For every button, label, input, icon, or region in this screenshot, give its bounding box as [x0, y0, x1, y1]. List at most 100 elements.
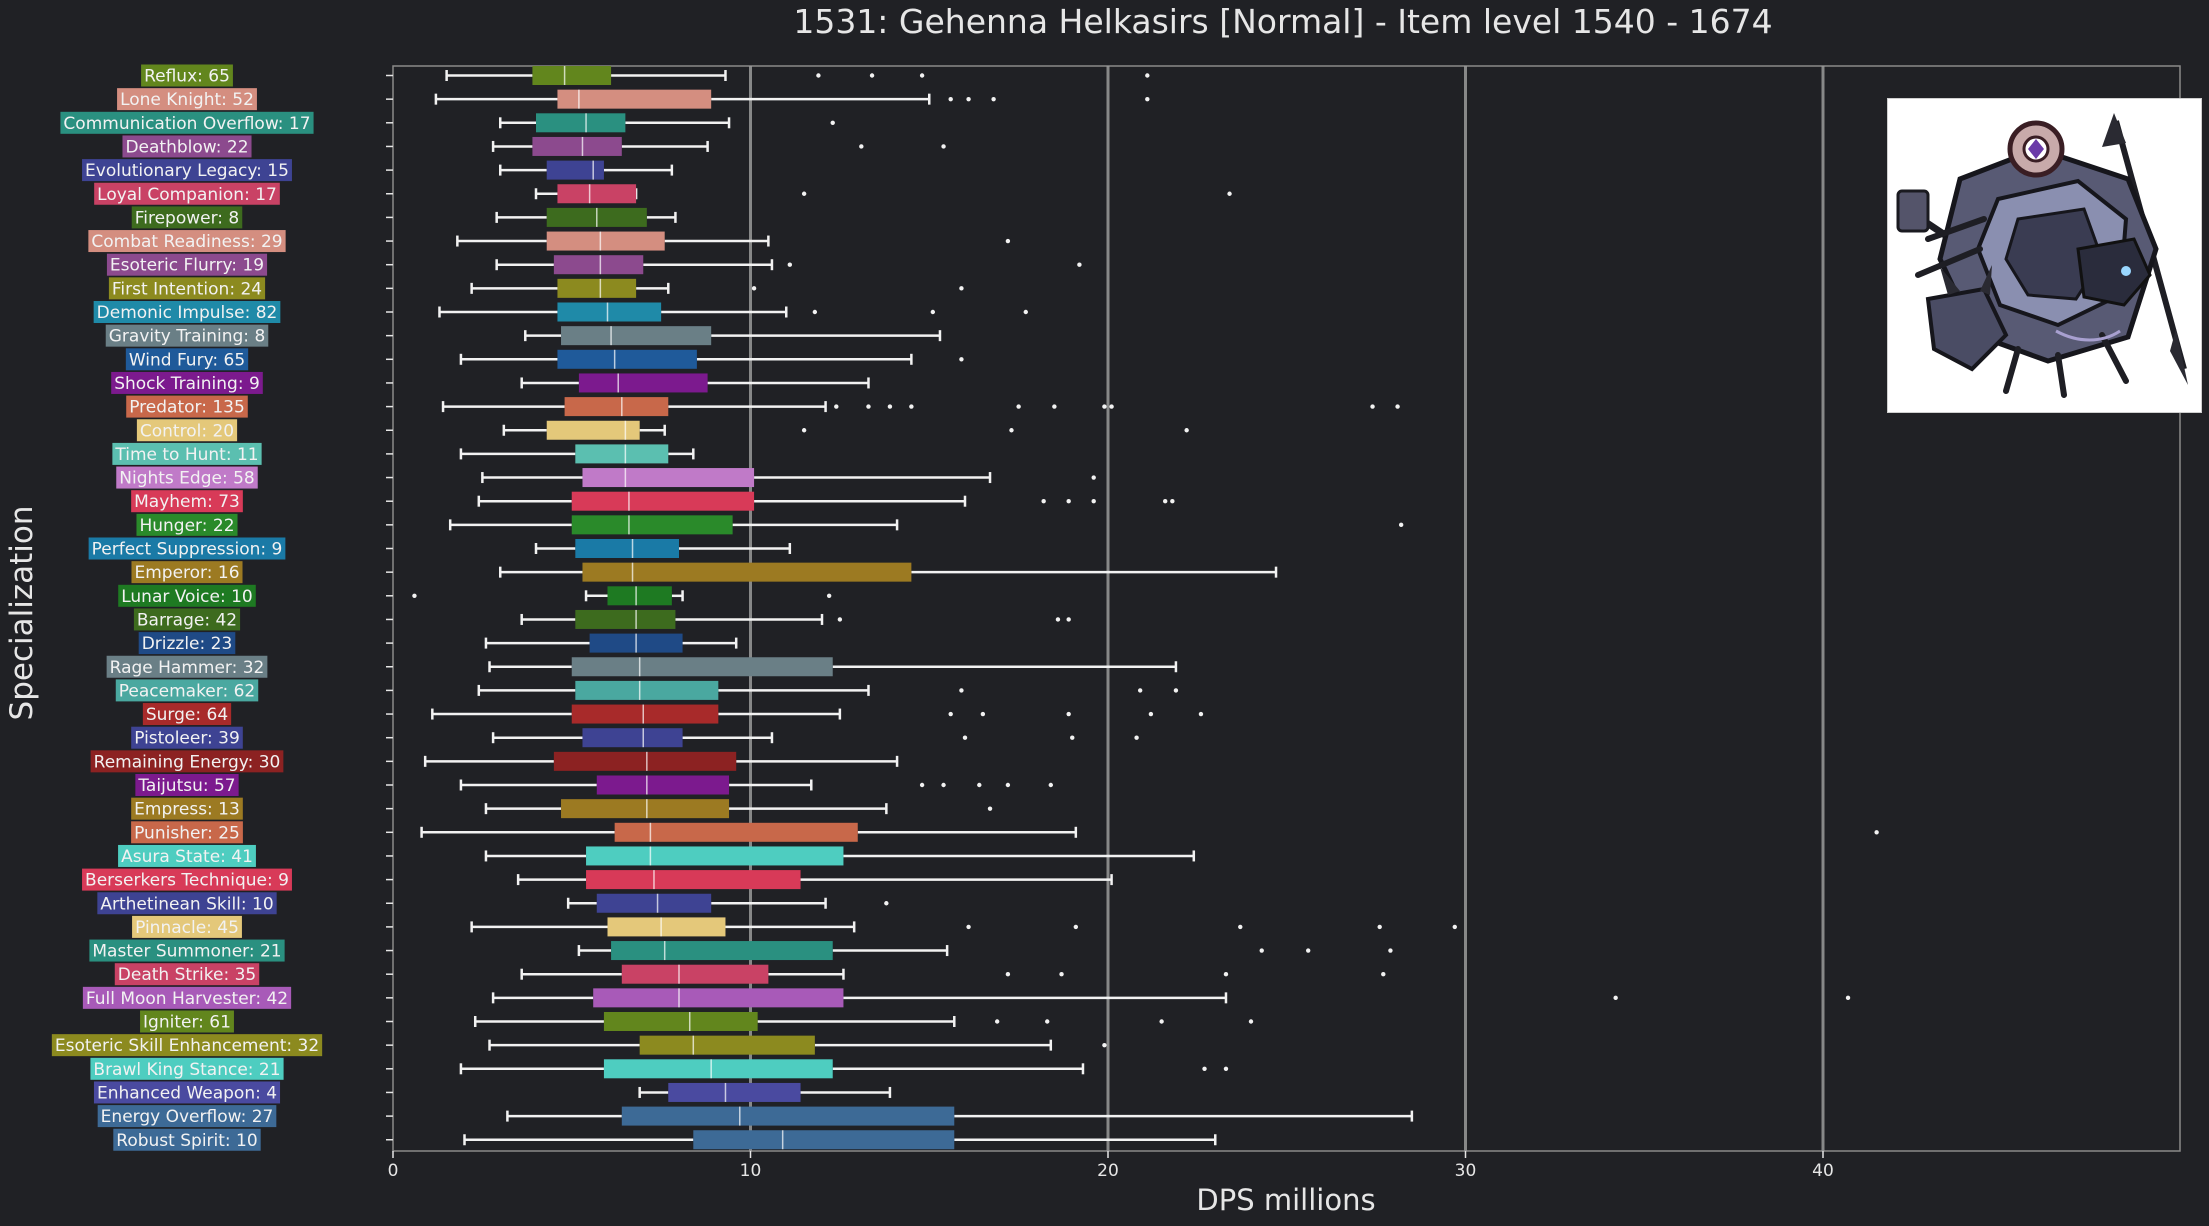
category-label-bg [118, 844, 256, 867]
outlier-point [1102, 1042, 1107, 1048]
outlier-point [1198, 711, 1204, 717]
category-label-bg [131, 490, 243, 513]
box-row [386, 870, 1113, 890]
outlier-point [1370, 404, 1375, 409]
category-label: Rage Hammer: 32 [110, 658, 265, 678]
outlier-point [1041, 499, 1046, 504]
category-label-bg [106, 253, 268, 276]
outlier-point [1227, 191, 1232, 196]
box-row [386, 539, 792, 558]
outlier-point [1005, 238, 1011, 244]
category-label-bg [118, 584, 256, 607]
category-label-bg [131, 797, 243, 820]
category-label-bg [90, 750, 284, 773]
category-label-bg [94, 182, 280, 205]
outlier-point [959, 286, 964, 291]
boss-portrait-icon [1887, 98, 2202, 413]
box-iqr [546, 231, 665, 251]
category-label: Berserkers Technique: 9 [85, 871, 289, 891]
outlier-point [919, 73, 925, 78]
box-iqr [611, 941, 833, 961]
category-label: Barrage: 42 [137, 610, 237, 630]
outlier-point [1073, 924, 1079, 930]
outlier-point [1159, 1019, 1164, 1024]
box-row [386, 1059, 1229, 1079]
outlier-point [1005, 972, 1011, 977]
armored-boss-icon [1896, 113, 2188, 398]
category-label: Arthetinean Skill: 10 [100, 894, 273, 914]
outlier-point [1023, 309, 1028, 315]
outlier-point [1223, 972, 1229, 977]
outlier-point [959, 357, 964, 362]
category-label-bg [126, 395, 248, 418]
category-label-bg [131, 206, 243, 229]
outlier-point [1048, 782, 1054, 788]
category-label: Shock Training: 9 [114, 374, 260, 394]
box-iqr [603, 1012, 758, 1031]
category-label: Combat Readiness: 29 [91, 232, 282, 252]
category-label: Lunar Voice: 10 [121, 587, 253, 607]
outlier-point [1381, 972, 1386, 977]
box-iqr [571, 515, 733, 535]
outlier-point [930, 309, 936, 315]
category-label: Perfect Suppression: 9 [92, 540, 283, 560]
outlier-point [959, 688, 964, 693]
category-label-bg [106, 655, 268, 678]
category-label: Loyal Companion: 17 [97, 185, 277, 205]
box-iqr [575, 609, 676, 629]
outlier-point [1845, 995, 1851, 1001]
box-row [386, 586, 832, 606]
box-row [386, 397, 1400, 417]
category-label: Predator: 135 [129, 398, 245, 418]
x-axis-title: DPS millions [1196, 1183, 1375, 1217]
category-label: Esoteric Skill Enhancement: 32 [55, 1036, 319, 1056]
category-label-bg [117, 88, 257, 111]
category-label: Deathblow: 22 [125, 137, 248, 157]
outlier-point [1091, 499, 1096, 504]
box-iqr [561, 799, 730, 819]
x-tick-label: 20 [1097, 1161, 1119, 1181]
box-layer [386, 66, 1879, 1150]
outlier-point [787, 262, 793, 267]
category-label-bg [138, 632, 236, 655]
grid-lines [749, 66, 1825, 1151]
outlier-point [948, 711, 953, 717]
outlier-point [980, 711, 986, 717]
outlier-point [1016, 404, 1021, 409]
outlier-point [1874, 830, 1879, 835]
box-row [386, 444, 695, 464]
category-label: Full Moon Harvester: 42 [86, 989, 288, 1009]
category-label-bg [108, 277, 266, 300]
outlier-point [1145, 73, 1150, 78]
outlier-point [991, 96, 996, 102]
outlier-point [1066, 499, 1071, 504]
outlier-point [1170, 499, 1175, 504]
outlier-point [1202, 1066, 1207, 1072]
box-iqr [586, 846, 844, 866]
outlier-point [826, 593, 832, 598]
box-iqr [571, 491, 755, 511]
box-iqr [582, 562, 912, 582]
category-label-bg [88, 537, 286, 560]
box-row [386, 893, 889, 913]
outlier-point [1395, 404, 1400, 409]
category-label: Evolutionary Legacy: 15 [85, 161, 289, 181]
outlier-point [830, 120, 835, 126]
box-row [386, 704, 1204, 724]
box-row [386, 278, 964, 298]
outlier-point [941, 144, 946, 149]
outlier-point [994, 1019, 1000, 1024]
outlier-point [948, 96, 953, 102]
outlier-point [869, 73, 875, 78]
box-row [386, 964, 1386, 984]
outlier-point [1398, 522, 1404, 528]
outlier-point [812, 309, 818, 315]
category-label: Asura State: 41 [121, 847, 253, 867]
outlier-point [887, 404, 893, 409]
box-iqr [593, 988, 844, 1008]
box-row [386, 349, 964, 369]
box-iqr [536, 113, 626, 133]
outlier-point [1052, 404, 1057, 409]
box-row [386, 680, 1179, 700]
box-row [386, 420, 1189, 440]
